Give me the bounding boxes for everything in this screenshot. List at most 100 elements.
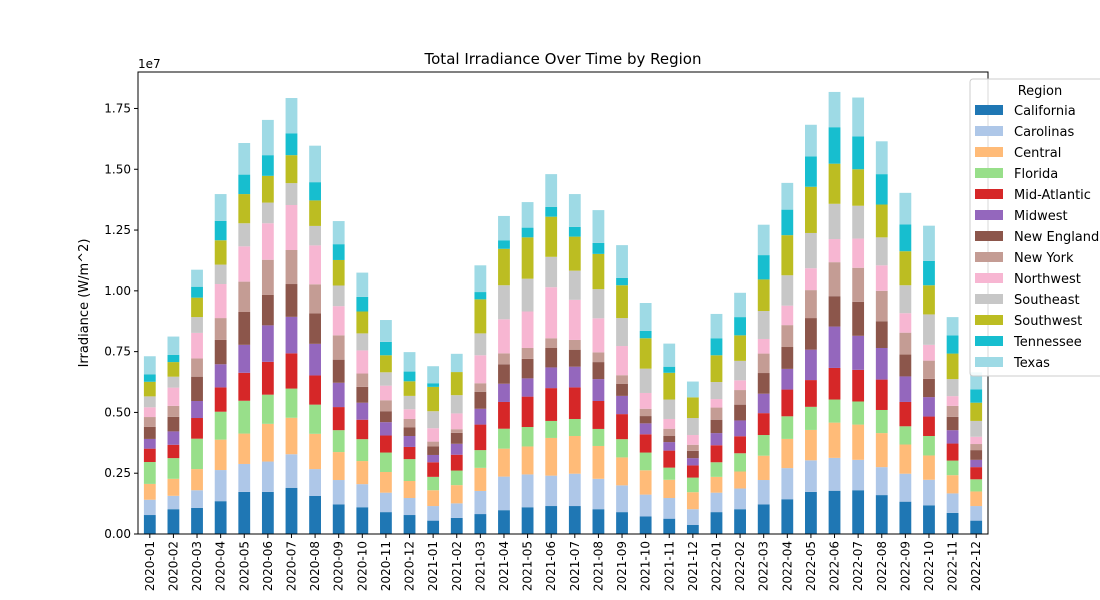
bar-segment — [592, 318, 605, 353]
bar-segment — [946, 335, 959, 354]
bar-segment — [167, 354, 180, 363]
bar-segment — [498, 215, 510, 241]
bar-segment — [332, 359, 345, 383]
bar-segment — [521, 427, 534, 447]
bar-segment — [403, 459, 416, 481]
x-tick-label: 2022-07 — [851, 541, 865, 591]
bar-segment — [663, 343, 676, 367]
x-tick-label: 2022-05 — [804, 541, 818, 591]
bar-segment — [663, 442, 676, 451]
bar-segment — [875, 141, 888, 175]
bar-segment — [828, 127, 841, 164]
bar-segment — [805, 268, 817, 291]
bar-segment — [852, 490, 865, 534]
bar-segment — [238, 223, 251, 247]
bar-segment — [143, 396, 156, 408]
bar-segment — [781, 209, 794, 236]
bar-segment — [498, 248, 510, 286]
bar-segment — [686, 492, 699, 510]
legend-label: Carolinas — [1014, 125, 1074, 140]
bar-segment — [592, 379, 605, 401]
bar-segment — [734, 292, 746, 318]
bar-segment — [639, 434, 652, 453]
bar-segment — [946, 416, 959, 431]
legend-label: Mid-Atlantic — [1014, 188, 1091, 203]
bar-segment — [686, 509, 699, 526]
bar-segment — [805, 429, 817, 461]
bar-segment — [899, 501, 912, 534]
bar-segment — [592, 428, 605, 446]
bar-segment — [498, 401, 510, 429]
bar-segment — [970, 467, 983, 480]
x-tick-label: 2022-06 — [828, 541, 842, 591]
bar-segment — [875, 409, 888, 434]
x-tick-label: 2020-09 — [332, 541, 346, 591]
x-tick-label: 2021-12 — [686, 541, 700, 591]
bar-segment — [498, 364, 510, 384]
bar-segment — [238, 281, 251, 312]
legend-swatch — [975, 273, 1003, 283]
bar-segment — [852, 238, 865, 268]
bar-segment — [875, 495, 888, 534]
bar-segment — [734, 488, 746, 510]
x-tick-label: 2021-04 — [497, 541, 511, 591]
bar-segment — [592, 478, 605, 510]
bar-segment — [309, 404, 321, 434]
bar-segment — [191, 297, 203, 318]
legend-label: Southwest — [1014, 314, 1082, 329]
bar-segment — [238, 194, 251, 224]
bar-segment — [568, 418, 581, 437]
bar-segment — [852, 335, 865, 370]
legend-swatch — [975, 105, 1003, 115]
bar-segment — [734, 317, 746, 336]
bar-segment — [309, 145, 321, 183]
bar-segment — [663, 450, 676, 468]
legend-label: Tennessee — [1013, 335, 1082, 350]
bar-segment — [285, 316, 298, 354]
legend-label: Midwest — [1014, 209, 1068, 224]
bar-segment — [450, 485, 463, 504]
bar-segment — [899, 251, 912, 286]
bar-segment — [498, 285, 510, 320]
bar-segment — [899, 354, 912, 377]
bar-segment — [403, 427, 416, 437]
bar-segment — [356, 350, 369, 374]
bar-segment — [474, 355, 487, 384]
bar-segment — [899, 192, 912, 225]
bar-segment — [875, 321, 888, 348]
y-tick-label: 0.00 — [104, 527, 131, 541]
y-tick-label: 0.25 — [104, 466, 131, 480]
bar-segment — [521, 347, 534, 359]
bar-segment — [380, 320, 392, 342]
bar-segment — [167, 336, 180, 355]
legend-label: Texas — [1013, 356, 1050, 371]
bar-segment — [498, 428, 510, 449]
bar-segment — [191, 286, 203, 298]
bar-segment — [875, 265, 888, 291]
bar-segment — [616, 285, 628, 319]
bar-segment — [214, 470, 227, 502]
bar-segment — [143, 356, 156, 375]
bar-segment — [332, 244, 345, 260]
bar-segment — [427, 476, 440, 491]
bar-segment — [946, 430, 959, 444]
bar-segment — [710, 419, 723, 434]
bar-segment — [757, 353, 770, 374]
bar-segment — [285, 205, 298, 250]
bar-segment — [710, 313, 723, 339]
bar-segment — [545, 347, 558, 368]
legend-label: Florida — [1014, 167, 1058, 182]
x-tick-label: 2022-01 — [709, 541, 723, 591]
bar-segment — [261, 202, 274, 224]
bar-segment — [427, 383, 440, 387]
bar-segment — [498, 353, 510, 365]
bar-segment — [450, 443, 463, 455]
bar-segment — [663, 418, 676, 429]
bar-segment — [380, 471, 392, 493]
bar-segment — [285, 133, 298, 156]
bar-segment — [923, 260, 935, 286]
bar-segment — [757, 435, 770, 456]
bar-segment — [545, 256, 558, 288]
bar-segment — [663, 436, 676, 443]
